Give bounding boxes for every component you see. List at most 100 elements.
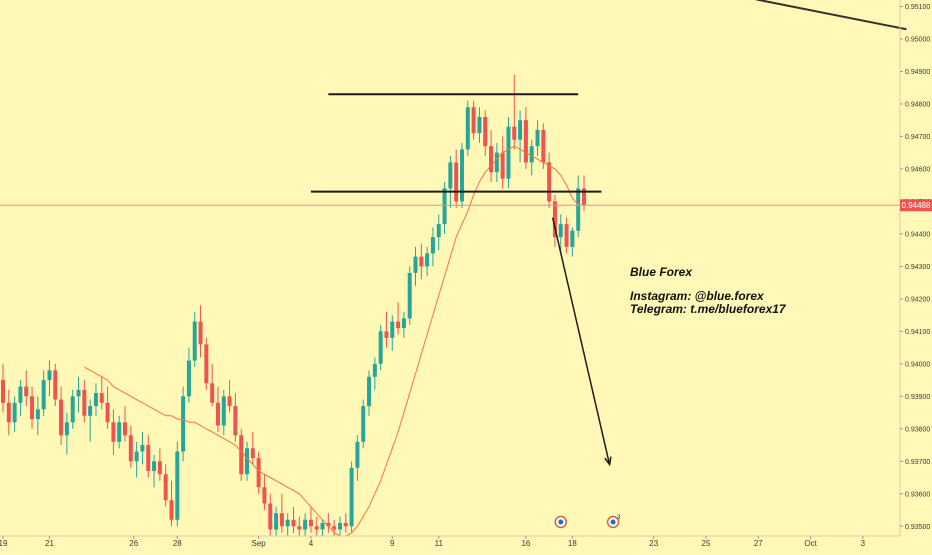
candle — [35, 396, 40, 436]
candle-body — [448, 162, 453, 189]
candle — [12, 396, 17, 433]
candle — [163, 464, 168, 507]
candle — [117, 415, 122, 449]
candle-body — [204, 344, 209, 384]
candle — [53, 363, 58, 407]
candle-body — [459, 149, 464, 202]
price-axis-label: 0.95100 — [905, 4, 930, 11]
candle — [570, 227, 575, 257]
candle — [535, 120, 540, 156]
candle — [448, 155, 453, 208]
candle-body — [413, 256, 418, 273]
drawings-layer[interactable] — [0, 0, 907, 467]
time-axis-label: 25 — [702, 539, 711, 548]
candle — [70, 389, 75, 429]
candle — [169, 480, 174, 527]
candle-body — [117, 422, 122, 442]
candle — [500, 136, 505, 189]
candle-body — [419, 256, 424, 267]
candle-body — [308, 519, 313, 527]
candle — [198, 305, 203, 358]
candle-body — [425, 253, 430, 267]
candle — [245, 441, 250, 481]
candle-body — [41, 380, 46, 410]
candle-body — [245, 448, 250, 475]
economic-event-marker[interactable]: 3 — [606, 515, 622, 529]
candle — [454, 149, 459, 208]
candle — [367, 370, 372, 416]
candle — [459, 142, 464, 208]
candle-body — [349, 467, 354, 527]
time-axis-label: Sep — [252, 539, 267, 548]
candle-body — [285, 519, 290, 527]
candle-body — [140, 445, 145, 452]
candle — [239, 428, 244, 481]
candle — [308, 506, 313, 533]
trend-line[interactable] — [755, 0, 907, 31]
candle-body — [76, 389, 81, 397]
candle-body — [489, 146, 494, 173]
candle-body — [541, 129, 546, 163]
candle — [24, 370, 29, 407]
candle-body — [523, 120, 528, 163]
candle — [564, 217, 569, 254]
candle-body — [442, 188, 447, 225]
candle-body — [233, 406, 238, 436]
time-axis-label: 3 — [861, 539, 866, 548]
price-axis-label: 0.94300 — [905, 264, 930, 271]
candle-body — [256, 458, 261, 488]
moving-average-layer — [84, 145, 579, 537]
candle — [123, 406, 128, 442]
candle-body — [297, 526, 302, 530]
candle — [111, 409, 116, 455]
forecast-arrow[interactable] — [551, 217, 611, 465]
economic-event-marker[interactable] — [554, 515, 568, 529]
candle — [396, 302, 401, 335]
price-axis-label: 0.94700 — [905, 134, 930, 141]
candle-body — [175, 451, 180, 520]
event-marker-count: 3 — [617, 515, 621, 521]
candle-body — [378, 331, 383, 364]
candle-body — [291, 519, 296, 527]
candle-body — [192, 321, 197, 361]
candle — [279, 493, 284, 533]
candle-body — [6, 402, 11, 423]
moving-average-line — [84, 145, 579, 537]
candle — [425, 246, 430, 277]
time-axis-label: 19 — [0, 539, 8, 548]
time-axis-label: 27 — [754, 539, 763, 548]
candle — [64, 412, 69, 455]
time-axis[interactable]: 19 21 26 28 Sep 4 9 11 16 18 23 25 27 Oct 3 — [0, 536, 866, 548]
candle — [291, 506, 296, 533]
candle-body — [181, 396, 186, 452]
candle — [215, 386, 220, 433]
candle-body — [30, 396, 35, 420]
candle — [221, 389, 226, 436]
candle — [128, 425, 133, 468]
annotation-title: Blue Forex — [630, 265, 693, 279]
candle-body — [384, 331, 389, 338]
candle-body — [454, 162, 459, 202]
candle-body — [215, 402, 220, 426]
candle-body — [59, 399, 64, 436]
candle-body — [82, 389, 87, 416]
candle — [256, 451, 261, 494]
candle-body — [274, 513, 279, 530]
time-axis-label: 16 — [521, 539, 530, 548]
candle-body — [239, 435, 244, 475]
price-axis-label: 0.94100 — [905, 329, 930, 336]
price-axis-label: 0.93900 — [905, 394, 930, 401]
candle-body — [367, 376, 372, 407]
candle-body — [53, 370, 58, 400]
time-axis-label: 28 — [173, 539, 182, 548]
candle-body — [512, 126, 517, 140]
candle — [134, 441, 139, 478]
candle-body — [250, 448, 255, 459]
candle — [337, 516, 342, 536]
forecast-arrow-head — [604, 456, 612, 467]
candle — [413, 246, 418, 286]
candle — [30, 386, 35, 429]
